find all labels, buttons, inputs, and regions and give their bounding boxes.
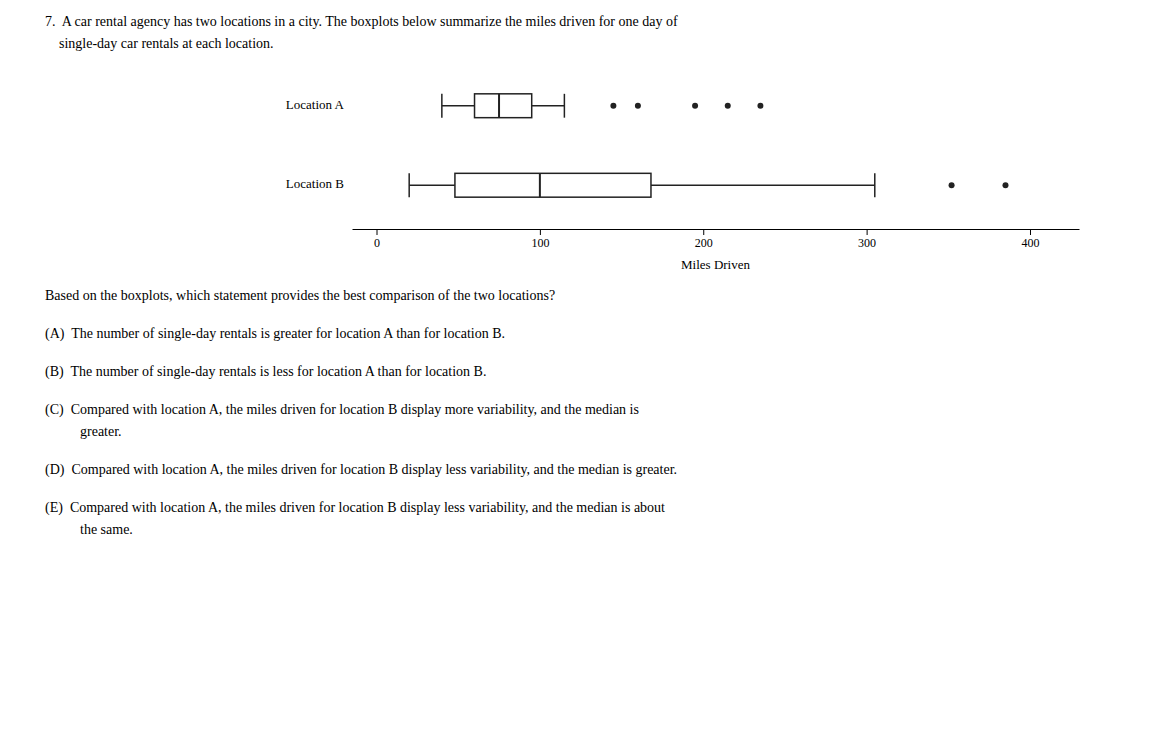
outlier <box>1002 182 1008 188</box>
annotation: greater. <box>80 424 122 439</box>
whisker-low <box>409 185 455 187</box>
box-group <box>409 173 1008 197</box>
x-axis-line <box>353 229 1080 230</box>
median <box>539 173 541 197</box>
subtitle: single-day car rentals at each location. <box>45 36 274 51</box>
title: 7. A car rental agency has two locations… <box>45 14 678 29</box>
x-axis-title: Miles Driven <box>681 257 750 272</box>
tick-label: 100 <box>531 236 549 250</box>
annotation: Based on the boxplots, which statement p… <box>45 288 555 303</box>
tick-label: 200 <box>695 236 713 250</box>
outlier <box>610 103 616 109</box>
annotation: (E) Compared with location A, the miles … <box>45 500 665 516</box>
tick-mark <box>867 229 868 235</box>
outlier <box>757 103 763 109</box>
outlier <box>725 103 731 109</box>
tick: 400 <box>1021 229 1039 250</box>
whisker-low <box>442 105 475 107</box>
category-label: Location B <box>286 176 344 191</box>
marks <box>409 94 1008 197</box>
whisker-cap-high <box>874 173 876 197</box>
outlier <box>692 103 698 109</box>
whisker-cap-high <box>564 94 566 118</box>
annotation: the same. <box>80 522 133 537</box>
whisker-high <box>651 185 875 187</box>
tick: 100 <box>531 229 549 250</box>
whisker-cap-low <box>441 94 443 118</box>
whisker-high <box>532 105 565 107</box>
annotation: (A) The number of single-day rentals is … <box>45 326 505 342</box>
outlier <box>635 103 641 109</box>
category-label: Location A <box>286 97 345 112</box>
box <box>475 94 532 118</box>
tick-mark <box>1030 229 1031 235</box>
outlier <box>949 182 955 188</box>
box-group <box>442 94 764 118</box>
tick: 300 <box>858 229 876 250</box>
tick-label: 300 <box>858 236 876 250</box>
tick-label: 0 <box>374 236 380 250</box>
x-axis: 0 100 200 300 400 <box>353 229 1080 250</box>
whisker-cap-low <box>408 173 410 197</box>
tick-mark <box>703 229 704 235</box>
chart: 7. A car rental agency has two locations… <box>0 0 1173 731</box>
tick: 200 <box>695 229 713 250</box>
median <box>498 94 500 118</box>
tick-mark <box>540 229 541 235</box>
tick-label: 400 <box>1021 236 1039 250</box>
tick: 0 <box>374 229 380 250</box>
annotation: (B) The number of single-day rentals is … <box>45 364 486 380</box>
annotation: (D) Compared with location A, the miles … <box>45 462 677 478</box>
annotation: (C) Compared with location A, the miles … <box>45 402 639 418</box>
box <box>455 173 651 197</box>
tick-mark <box>377 229 378 235</box>
